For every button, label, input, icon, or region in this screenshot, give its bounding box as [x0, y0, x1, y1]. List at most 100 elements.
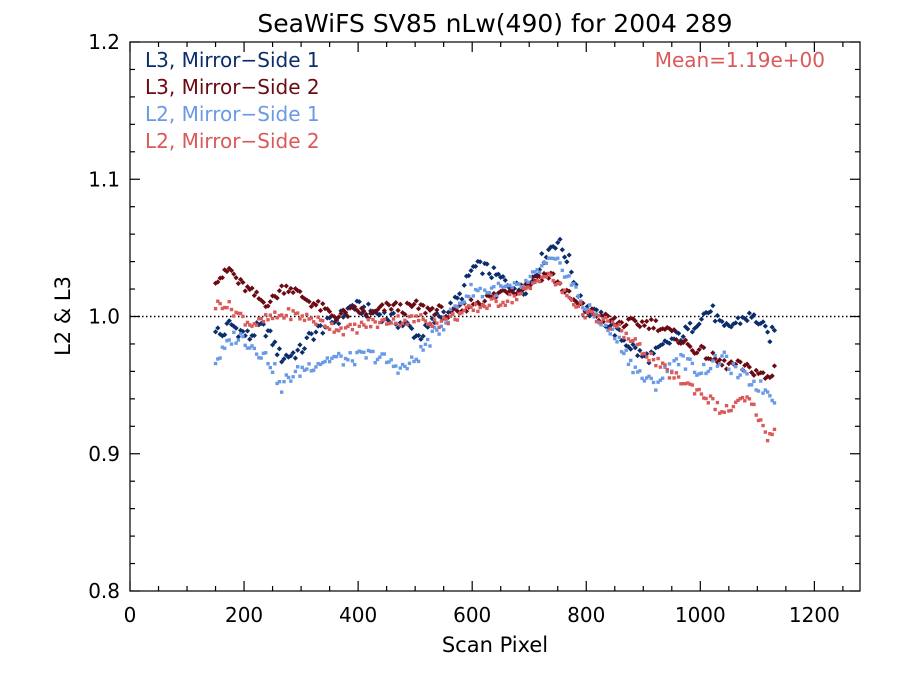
data-point: [613, 336, 617, 341]
data-point: [332, 354, 336, 359]
data-point: [665, 367, 669, 372]
data-point: [213, 361, 218, 366]
data-point: [215, 325, 221, 331]
data-point: [599, 323, 603, 327]
data-point: [664, 324, 670, 331]
data-point: [736, 398, 740, 403]
data-point: [650, 350, 657, 357]
data-point: [721, 357, 727, 364]
data-point: [441, 309, 447, 315]
data-point: [558, 261, 562, 265]
data-point: [603, 315, 608, 320]
data-point: [597, 320, 601, 324]
data-point: [413, 298, 419, 304]
data-point: [238, 311, 243, 316]
data-point: [664, 339, 670, 345]
data-point: [549, 273, 553, 277]
data-point: [533, 270, 537, 274]
data-point: [378, 355, 382, 359]
data-point: [551, 256, 555, 261]
data-point: [257, 317, 261, 321]
data-point: [357, 324, 361, 328]
data-point: [289, 379, 293, 383]
data-point: [735, 315, 741, 321]
data-point: [419, 313, 423, 317]
data-point: [540, 275, 544, 279]
data-point: [624, 348, 628, 352]
data-point: [771, 363, 778, 369]
data-point: [308, 331, 314, 337]
data-point: [503, 284, 507, 289]
data-point: [462, 300, 466, 304]
data-point: [713, 353, 717, 358]
data-point: [629, 358, 633, 363]
data-point: [213, 306, 218, 311]
data-point: [345, 313, 351, 320]
data-point: [346, 358, 350, 362]
data-point: [407, 361, 412, 366]
data-point: [760, 370, 766, 376]
data-point: [674, 371, 679, 375]
data-point: [624, 331, 628, 336]
data-point: [612, 315, 618, 321]
data-point: [225, 305, 229, 310]
data-point: [343, 326, 348, 330]
data-point: [415, 306, 422, 312]
data-point: [628, 315, 634, 321]
data-point: [363, 311, 369, 317]
data-point: [569, 298, 574, 302]
data-point: [704, 371, 708, 376]
y-tick-label: 1.1: [88, 167, 120, 191]
data-point: [429, 305, 435, 311]
data-point: [313, 329, 319, 335]
data-point: [473, 302, 478, 306]
data-point: [633, 337, 637, 341]
data-point: [295, 311, 300, 315]
data-point: [697, 387, 701, 392]
data-point: [432, 325, 437, 330]
data-point: [229, 342, 234, 346]
data-point: [746, 310, 752, 316]
data-point: [768, 432, 772, 436]
data-point: [765, 390, 770, 394]
data-point: [539, 251, 545, 257]
data-point: [727, 367, 731, 371]
data-point: [232, 330, 236, 335]
data-point: [688, 382, 692, 386]
data-point: [434, 307, 440, 313]
data-point: [617, 335, 622, 340]
x-tick-label: 600: [453, 603, 491, 627]
data-point: [631, 370, 635, 375]
data-point: [562, 275, 567, 279]
data-point: [359, 320, 364, 324]
data-point: [530, 281, 535, 285]
data-point: [767, 339, 773, 345]
data-point: [277, 313, 282, 318]
data-point: [420, 333, 426, 339]
data-point: [707, 308, 714, 315]
data-point: [625, 316, 632, 322]
data-point: [634, 353, 641, 359]
data-point: [711, 396, 715, 401]
data-point: [266, 362, 270, 366]
data-point: [647, 374, 651, 379]
data-point: [587, 310, 593, 316]
data-point: [537, 270, 542, 274]
data-point: [317, 322, 324, 329]
data-point: [229, 307, 234, 312]
data-point: [632, 318, 638, 324]
data-point: [314, 322, 318, 326]
data-point: [236, 311, 241, 316]
data-point: [649, 376, 653, 381]
x-tick-labels: 0 200 400 600 800 1000 1200: [124, 603, 840, 627]
data-point: [364, 325, 368, 329]
data-point: [251, 332, 257, 339]
data-point: [669, 328, 675, 334]
data-point: [683, 381, 688, 386]
data-point: [420, 302, 426, 308]
data-point: [749, 402, 754, 406]
data-point: [299, 349, 305, 356]
data-point: [243, 343, 247, 348]
data-point: [583, 307, 587, 312]
